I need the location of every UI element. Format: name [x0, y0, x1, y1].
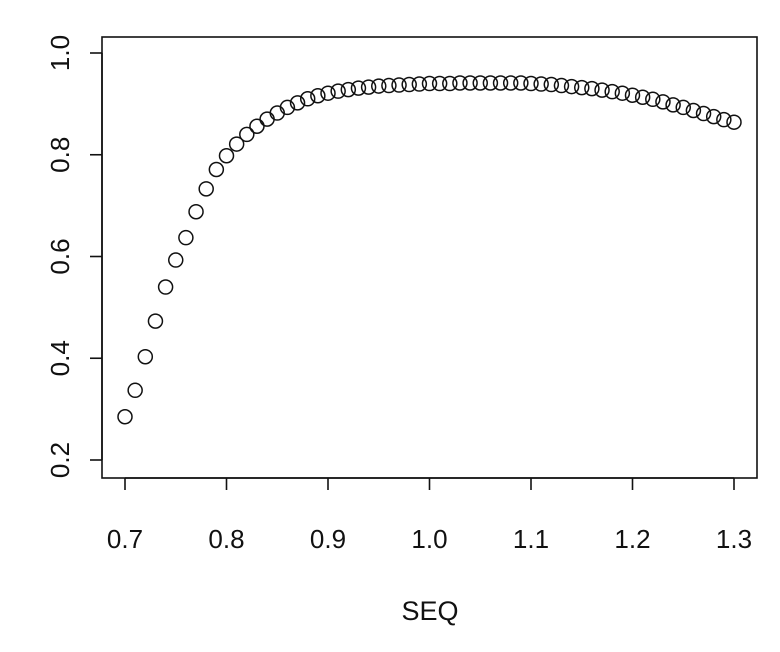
data-point [675, 99, 691, 116]
data-point [299, 91, 316, 107]
data-point [381, 77, 397, 94]
data-point [340, 81, 357, 98]
data-point [127, 382, 143, 399]
data-point [320, 85, 336, 101]
data-point [553, 77, 570, 94]
data-point [401, 76, 417, 93]
y-tick-label: 1.0 [45, 35, 75, 71]
data-point [533, 76, 549, 92]
y-tick-label: 0.4 [45, 340, 75, 376]
data-point [249, 118, 265, 135]
data-point [168, 252, 184, 268]
data-point [695, 105, 712, 122]
data-point [584, 80, 600, 97]
data-point [330, 83, 346, 99]
data-point [594, 82, 610, 98]
x-tick-label: 0.7 [107, 524, 143, 554]
data-point [147, 313, 164, 329]
y-tick-label: 0.2 [45, 442, 75, 478]
data-point [411, 76, 428, 92]
data-point [239, 126, 255, 143]
data-point [431, 75, 448, 92]
data-point [634, 89, 651, 106]
y-tick-label: 0.8 [45, 137, 75, 173]
data-point [371, 78, 387, 94]
data-point [279, 99, 296, 116]
x-tick-label: 1.0 [411, 524, 447, 554]
data-points [117, 75, 742, 425]
x-tick-label: 0.8 [208, 524, 244, 554]
data-point [655, 94, 671, 110]
data-point [482, 75, 499, 91]
data-point [502, 75, 519, 91]
data-point [563, 78, 580, 95]
data-point [360, 79, 377, 95]
x-tick-label: 1.3 [716, 524, 752, 554]
data-point [726, 114, 742, 130]
data-point [137, 348, 154, 365]
data-point [208, 161, 225, 178]
data-point [665, 97, 681, 113]
data-point [716, 111, 732, 128]
data-point [117, 409, 133, 425]
data-point [178, 229, 194, 246]
x-tick-label: 1.1 [513, 524, 549, 554]
data-point [421, 75, 438, 92]
data-point [391, 77, 407, 93]
data-point [574, 79, 590, 96]
data-point [472, 75, 488, 91]
data-point [157, 279, 174, 295]
data-point [624, 87, 641, 103]
data-point [259, 111, 275, 127]
data-point [705, 108, 722, 125]
x-axis: 0.7 0.8 0.9 1.0 1.1 1.2 1.3 [107, 477, 752, 554]
y-tick-label: 0.6 [45, 238, 75, 274]
data-point [685, 102, 702, 119]
data-point [492, 75, 509, 91]
data-point [310, 87, 326, 104]
data-point [513, 75, 529, 91]
data-point [452, 75, 468, 91]
x-tick-label: 0.9 [310, 524, 346, 554]
data-point [350, 80, 367, 96]
data-point [289, 95, 306, 111]
data-point [614, 85, 631, 101]
x-axis-title: SEQ [401, 596, 458, 626]
data-point [442, 75, 458, 92]
data-point [645, 91, 661, 108]
data-point [188, 203, 204, 220]
data-point [604, 83, 620, 100]
x-tick-label: 1.2 [614, 524, 650, 554]
data-point [218, 148, 235, 164]
data-point [198, 181, 214, 197]
data-point [543, 76, 560, 93]
data-point [462, 75, 478, 91]
y-axis: 0.2 0.4 0.6 0.8 1.0 [45, 35, 103, 478]
data-point [228, 136, 245, 152]
data-point [523, 75, 539, 92]
